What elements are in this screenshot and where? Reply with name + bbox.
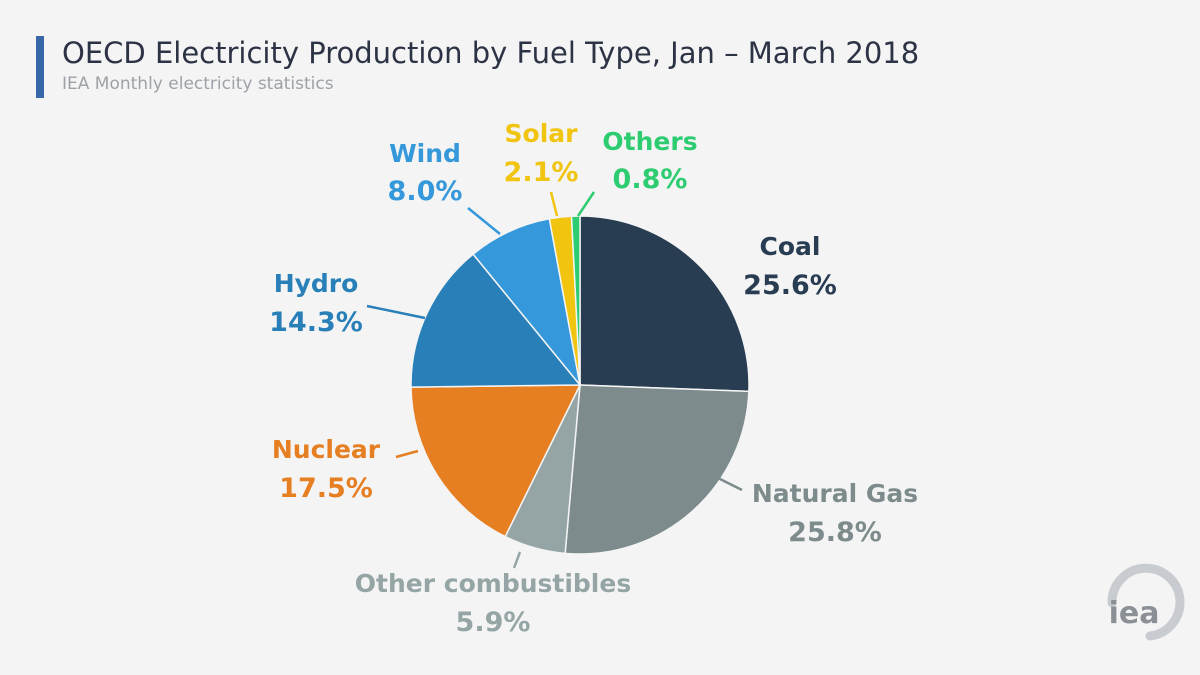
leader-line-natural-gas: [717, 476, 743, 492]
slice-label-value-other-combustibles: 5.9%: [456, 607, 531, 638]
slice-label-value-coal: 25.6%: [743, 270, 837, 301]
pie-slice-coal[interactable]: [579, 215, 750, 393]
slice-labels: Coal 25.6% Natural Gas 25.8% Other combustib…: [269, 119, 918, 638]
leader-line-other-combustibles: [512, 551, 522, 569]
leader-lines: [366, 191, 743, 569]
pie-slice-others[interactable]: [570, 215, 581, 386]
iea-logo-text: iea: [1109, 596, 1160, 631]
pie-slice-natural-gas[interactable]: [564, 384, 750, 555]
chart-subtitle: IEA Monthly electricity statistics: [62, 74, 334, 94]
iea-logo: iea: [1107, 563, 1185, 641]
leader-line-others: [576, 191, 596, 217]
pie-slice-nuclear[interactable]: [410, 384, 582, 538]
slice-label-name-natural-gas: Natural Gas: [752, 479, 918, 508]
slice-label-name-coal: Coal: [760, 232, 821, 261]
slice-label-name-solar: Solar: [505, 119, 579, 148]
pie-slice-hydro[interactable]: [410, 253, 582, 388]
leader-line-nuclear: [395, 449, 419, 459]
pie-slices: [410, 215, 750, 555]
leader-line-wind: [467, 207, 501, 235]
chart-title: OECD Electricity Production by Fuel Type…: [62, 36, 920, 70]
slice-label-name-other-combustibles: Other combustibles: [355, 569, 631, 598]
slice-label-name-others: Others: [602, 127, 697, 156]
leader-line-hydro: [366, 304, 426, 320]
slice-label-value-nuclear: 17.5%: [279, 473, 373, 504]
iea-logo-ring: [1107, 563, 1185, 641]
leader-line-solar: [549, 191, 559, 217]
slice-label-name-hydro: Hydro: [274, 269, 359, 298]
slice-label-value-wind: 8.0%: [388, 176, 463, 207]
slice-label-name-wind: Wind: [389, 139, 461, 168]
slice-label-value-solar: 2.1%: [504, 157, 579, 188]
title-accent-bar: [36, 36, 44, 98]
slice-label-value-hydro: 14.3%: [269, 307, 363, 338]
slice-label-value-natural-gas: 25.8%: [788, 517, 882, 548]
slice-label-name-nuclear: Nuclear: [272, 435, 381, 464]
slice-label-value-others: 0.8%: [613, 164, 688, 195]
